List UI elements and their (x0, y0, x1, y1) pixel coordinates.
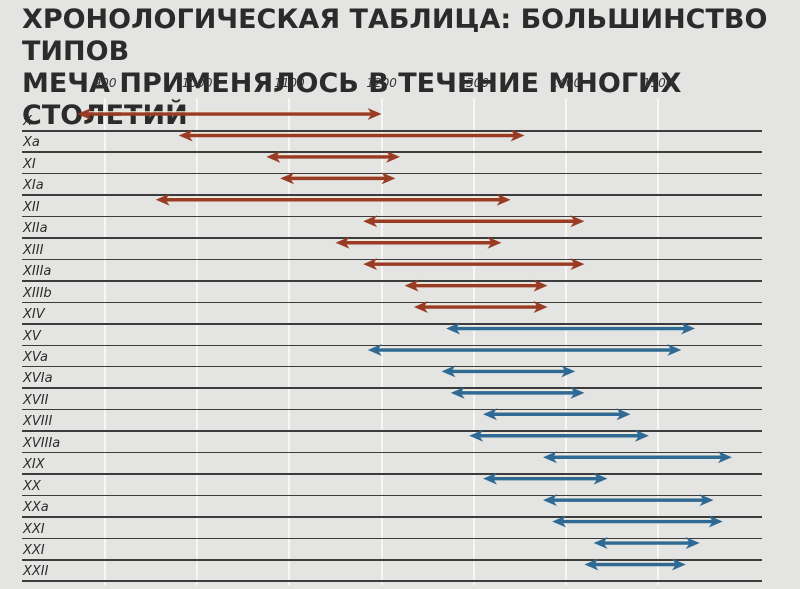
sword-type-label: XIIIa (23, 264, 52, 280)
double-arrow-icon (155, 193, 511, 206)
sword-type-label: XVIIIa (23, 435, 61, 451)
double-arrow-icon (483, 472, 608, 485)
double-arrow-icon (178, 129, 525, 142)
double-arrow-icon (542, 451, 732, 464)
row-line (22, 580, 762, 582)
row-line (22, 301, 762, 304)
double-arrow-icon (266, 150, 401, 163)
gridline (104, 98, 106, 585)
x-tick-label: 1000 (181, 76, 213, 90)
row-line (22, 258, 762, 261)
sword-type-label: XIIa (23, 221, 48, 237)
sword-type-label: XX (23, 478, 41, 494)
sword-type-label: XI (23, 156, 36, 172)
row-line (22, 215, 762, 218)
sword-type-label: XII (23, 199, 40, 215)
row-line (22, 237, 762, 239)
gridline (380, 98, 383, 585)
double-arrow-icon (542, 494, 714, 507)
row-line (22, 172, 762, 175)
row-line (22, 151, 762, 153)
row-line (22, 365, 762, 368)
double-arrow-icon (335, 236, 502, 249)
sword-type-label: XVIa (23, 371, 53, 387)
double-arrow-icon (450, 386, 585, 399)
double-arrow-icon (593, 537, 700, 549)
gridline (472, 98, 475, 585)
double-arrow-icon (483, 408, 631, 421)
sword-type-label: X (23, 114, 32, 129)
double-arrow-icon (441, 365, 576, 378)
sword-type-label: XXa (23, 500, 49, 516)
sword-type-label: XV (23, 328, 41, 344)
double-arrow-icon (446, 322, 696, 335)
sword-type-label: XVII (23, 392, 49, 408)
x-tick-label: 900 (93, 76, 117, 90)
sword-type-label: XXII (23, 564, 49, 580)
row-line (22, 194, 762, 196)
gridline (288, 98, 291, 585)
gridline (657, 98, 660, 585)
row-line (22, 451, 762, 454)
double-arrow-icon (404, 279, 548, 292)
sword-type-label: XXI (23, 543, 45, 558)
sword-type-label: XIX (23, 457, 45, 473)
sword-type-label: XIa (23, 178, 44, 194)
double-arrow-icon (363, 258, 585, 271)
row-line (22, 408, 762, 411)
sword-type-label: XVa (23, 349, 48, 365)
double-arrow-icon (280, 172, 396, 185)
title-line-1: ХРОНОЛОГИЧЕСКАЯ ТАБЛИЦА: БОЛЬШИНСТВО ТИП… (22, 4, 768, 67)
row-line (22, 494, 762, 497)
row-line (22, 387, 762, 389)
gridline (565, 98, 567, 585)
row-line (22, 537, 762, 540)
gridline (196, 98, 199, 585)
row-line (22, 323, 762, 325)
row-line (22, 280, 762, 282)
sword-type-label: XIII (23, 242, 44, 258)
x-tick-label: 1300 (458, 76, 490, 90)
sword-type-label: XIV (23, 307, 45, 323)
row-line (22, 473, 762, 475)
sword-type-label: XIIIb (23, 285, 52, 301)
row-line (22, 516, 762, 518)
x-tick-label: 1400 (550, 76, 582, 90)
double-arrow-icon (584, 558, 686, 571)
double-arrow-icon (77, 108, 382, 120)
double-arrow-icon (469, 429, 649, 442)
row-line (22, 430, 762, 432)
row-line (22, 559, 762, 561)
sword-type-label: XXI (23, 521, 45, 537)
sword-type-label: Xa (23, 135, 40, 151)
sword-type-label: XVIII (23, 414, 53, 430)
double-arrow-icon (552, 515, 723, 528)
x-tick-label: 1100 (274, 76, 305, 90)
double-arrow-icon (367, 343, 682, 356)
row-line (22, 344, 762, 346)
row-line (22, 130, 762, 132)
x-tick-label: 1500 (642, 76, 674, 90)
double-arrow-icon (413, 301, 548, 314)
double-arrow-icon (363, 215, 585, 228)
x-tick-label: 1200 (366, 76, 397, 90)
